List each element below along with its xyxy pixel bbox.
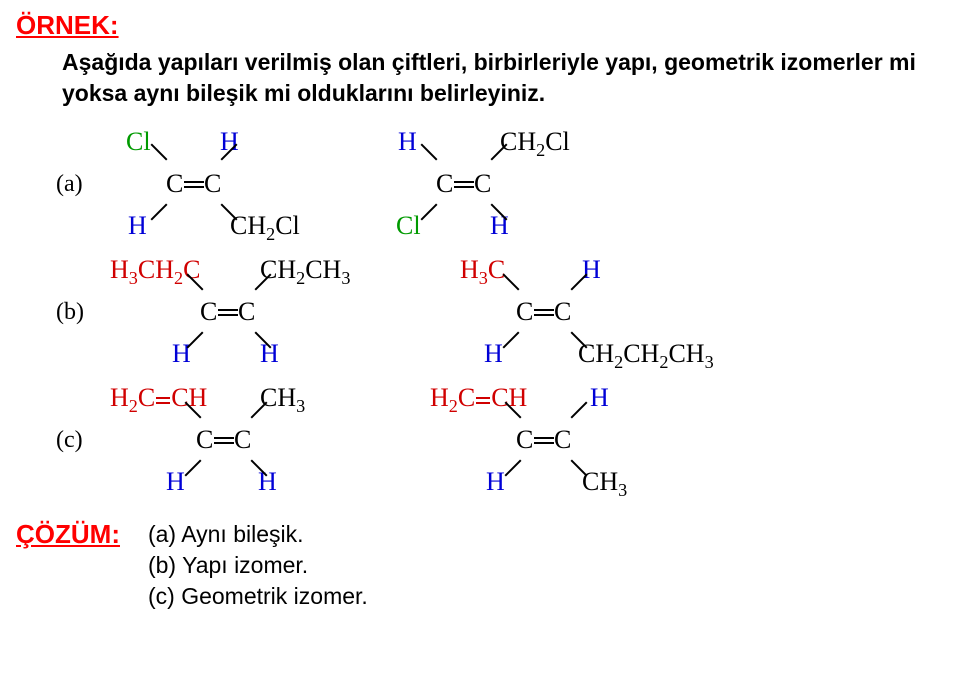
row-b: (b) H3CH2CH3CH2C CH2CH3CH2CH3 C C H H H3… — [56, 257, 944, 367]
atom-c1-bl: H — [166, 469, 185, 495]
atom-a1-tl: Cl — [126, 129, 151, 155]
solution-b: (b) Yapı izomer. — [148, 550, 368, 581]
example-heading: ÖRNEK: — [16, 10, 944, 41]
atom-b2-tl: H3CH3C — [460, 257, 505, 287]
atom-a2-tl: H — [398, 129, 417, 155]
solution-heading: ÇÖZÜM: — [16, 519, 120, 550]
part-label-b: (b) — [56, 299, 92, 326]
double-bond — [218, 309, 238, 311]
atom-b1-cl: C — [200, 299, 217, 325]
atom-b2-br: CH2CH2CH3CH2CH2CH3 — [578, 341, 714, 371]
molecule-c-right: H2C=CHH2CCH H C C H CH3CH3 — [430, 385, 670, 495]
double-bond — [214, 437, 234, 439]
atom-c2-cr: C — [554, 427, 571, 453]
bond — [503, 332, 520, 349]
double-bond — [534, 437, 554, 439]
bond — [185, 460, 202, 477]
atom-b1-cr: C — [238, 299, 255, 325]
double-bond — [454, 181, 474, 183]
double-bond — [184, 181, 204, 183]
double-bond — [534, 309, 554, 311]
atom-c2-cl: C — [516, 427, 533, 453]
row-c: (c) H2C=CHH2CCH CH3CH3 C C H H H2C=CHH2C… — [56, 385, 944, 495]
molecule-b-left: H3CH2CH3CH2C CH2CH3CH2CH3 C C H H — [110, 257, 370, 367]
bond — [421, 144, 438, 161]
atom-c1-cl: C — [196, 427, 213, 453]
atom-a1-bl: H — [128, 213, 147, 239]
solution-block: ÇÖZÜM: (a) Aynı bileşik. (b) Yapı izomer… — [16, 519, 944, 612]
atom-a2-tr: CH2ClCH2Cl — [500, 129, 570, 159]
row-a: (a) Cl H C C H CH2ClCH2Cl H CH2ClCH2Cl C… — [56, 129, 944, 239]
atom-a2-cl: C — [436, 171, 453, 197]
atom-a1-cl: C — [166, 171, 183, 197]
atom-a1-cr: C — [204, 171, 221, 197]
atom-b1-tr: CH2CH3CH2CH3 — [260, 257, 350, 287]
atom-b2-tr: H — [582, 257, 601, 283]
atom-b2-cl: C — [516, 299, 533, 325]
bond — [151, 144, 168, 161]
bond — [151, 204, 168, 221]
solution-lines: (a) Aynı bileşik. (b) Yapı izomer. (c) G… — [148, 519, 368, 612]
molecule-a-left: Cl H C C H CH2ClCH2Cl — [110, 129, 320, 239]
bond — [571, 402, 588, 419]
atom-c1-br: H — [258, 469, 277, 495]
question-text: Aşağıda yapıları verilmiş olan çiftleri,… — [62, 47, 944, 109]
atom-b2-bl: H — [484, 341, 503, 367]
solution-c: (c) Geometrik izomer. — [148, 581, 368, 612]
molecule-c-left: H2C=CHH2CCH CH3CH3 C C H H — [110, 385, 350, 495]
solution-a: (a) Aynı bileşik. — [148, 519, 368, 550]
bond — [421, 204, 438, 221]
atom-b1-tl: H3CH2CH3CH2C — [110, 257, 200, 287]
atom-a2-bl: Cl — [396, 213, 421, 239]
atom-a1-br: CH2ClCH2Cl — [230, 213, 300, 243]
atom-c2-br: CH3CH3 — [582, 469, 627, 499]
atom-c1-tr: CH3CH3 — [260, 385, 305, 415]
molecule-b-right: H3CH3C H C C H CH2CH2CH3CH2CH2CH3 — [460, 257, 720, 367]
molecule-a-right: H CH2ClCH2Cl C C Cl H — [380, 129, 590, 239]
atom-c2-tr: H — [590, 385, 609, 411]
atom-a2-cr: C — [474, 171, 491, 197]
bond — [505, 460, 522, 477]
atom-c2-bl: H — [486, 469, 505, 495]
part-label-a: (a) — [56, 171, 92, 198]
atom-c1-cr: C — [234, 427, 251, 453]
part-label-c: (c) — [56, 427, 92, 454]
atom-b2-cr: C — [554, 299, 571, 325]
